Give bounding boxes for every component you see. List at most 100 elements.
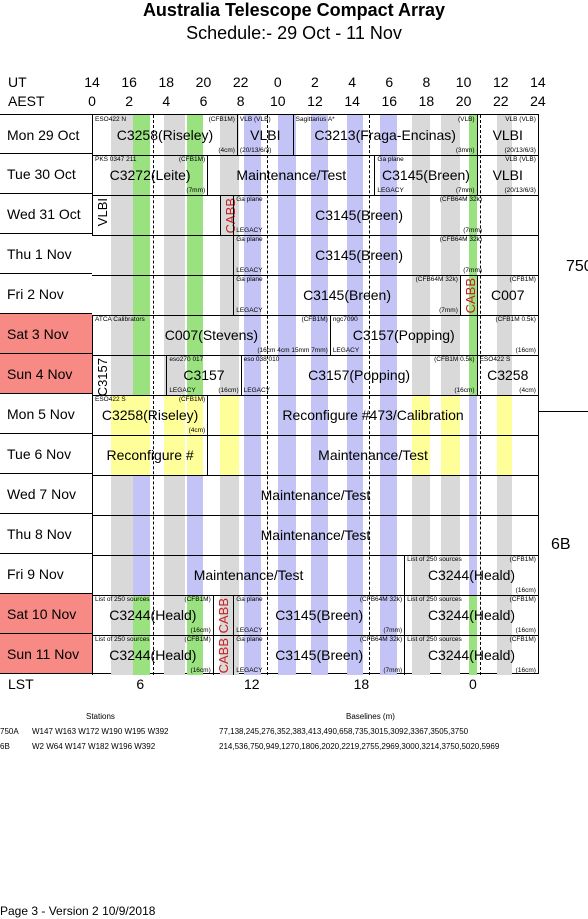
row-separator [92, 555, 538, 556]
block-detail: VLB (VLB) [239, 116, 271, 123]
aest-tick-label: 20 [455, 93, 472, 109]
block-detail: (7mm) [455, 187, 475, 194]
block-detail: Ga plane [236, 236, 263, 243]
schedule-block: Maintenance/Test [207, 435, 538, 475]
background-stripe [110, 435, 133, 475]
day-label: Sun 4 Nov [0, 354, 92, 394]
background-stripe [469, 155, 477, 195]
block-detail: VLB (VLB) [505, 156, 536, 163]
background-stripe [164, 395, 185, 435]
day-label: Wed 31 Oct [0, 194, 92, 234]
block-detail: (16cm) [218, 387, 239, 394]
row-separator [92, 155, 538, 156]
background-stripe [110, 395, 133, 435]
schedule-block: CABB [220, 195, 238, 235]
block-detail: (CFB1M) [208, 116, 235, 123]
aest-tick-label: 10 [270, 93, 286, 109]
transit-line [368, 115, 370, 675]
background-stripe [110, 355, 133, 395]
aest-tick-label: 22 [492, 93, 509, 109]
block-title: C3258 [487, 367, 529, 383]
background-stripe [411, 275, 431, 315]
block-title-vertical: CABB [215, 598, 231, 634]
background-stripe [497, 355, 512, 395]
background-stripe [497, 595, 512, 635]
ut-tick-label: 14 [84, 74, 100, 90]
block-detail: eso 038 010 [243, 356, 280, 363]
block-title: C3145(Breen) [382, 167, 470, 183]
background-stripe [441, 195, 460, 235]
background-stripe [441, 555, 460, 595]
schedule-block: Maintenance/Test [207, 155, 374, 195]
baselines-header: Baselines (m) [346, 712, 395, 721]
block-detail: LEGACY [236, 627, 263, 634]
background-stripe [277, 195, 297, 235]
background-stripe [469, 395, 477, 435]
schedule-block: C3145(Breen) Ga plane LEGACY (7mm) [374, 155, 476, 195]
schedule-block: C3244(Heald) List of 250 sources (CFB1M) (1… [92, 635, 213, 675]
block-detail: (7mm) [383, 667, 403, 674]
background-stripe [469, 235, 477, 275]
schedule-block: VLBI VLB (VLB) (20/13/6/3) [476, 155, 538, 195]
background-stripe [311, 395, 328, 435]
row-separator [92, 395, 538, 396]
background-stripe [277, 595, 297, 635]
background-stripe [164, 115, 185, 155]
ut-tick-label: 2 [311, 74, 319, 90]
ut-tick-label: 16 [121, 74, 137, 90]
block-detail: (CFB1M) [184, 636, 211, 643]
block-detail: (16cm) [515, 347, 536, 354]
block-detail: ngc7090 [332, 316, 358, 323]
ut-tick-label: 6 [385, 74, 394, 90]
background-stripe [186, 635, 204, 675]
background-stripe [379, 155, 397, 195]
background-stripe [164, 315, 185, 355]
background-stripe [311, 515, 328, 555]
background-stripe [244, 595, 262, 635]
background-stripe [411, 555, 431, 595]
block-detail: (7mm) [439, 307, 458, 314]
background-stripe [220, 515, 239, 555]
background-stripe [411, 475, 431, 515]
block-title: Maintenance/Test [260, 527, 371, 543]
block-detail: List of 250 sources [407, 596, 462, 603]
schedule-block: Maintenance/Test [92, 515, 538, 555]
background-stripe [132, 515, 150, 555]
background-stripe [379, 555, 397, 595]
background-stripe [346, 515, 364, 555]
background-stripe [411, 195, 431, 235]
ut-tick-label: 4 [348, 74, 356, 90]
block-title: C3244(Heald) [427, 607, 516, 623]
background-stripe [244, 475, 262, 515]
background-stripe [186, 195, 204, 235]
background-stripe [469, 315, 477, 355]
block-detail: (7mm) [383, 627, 403, 634]
background-stripe [497, 315, 512, 355]
schedule-block: Maintenance/Test [92, 475, 538, 515]
row-separator [92, 235, 538, 236]
day-label: Sat 3 Nov [0, 314, 92, 354]
background-stripe [244, 635, 262, 675]
schedule-block: C3244(Heald) List of 250 sources (CFB1M) (1… [404, 555, 538, 595]
background-stripe [411, 115, 431, 155]
background-stripe [220, 155, 239, 195]
background-stripe [164, 275, 185, 315]
background-stripe [497, 235, 512, 275]
background-stripe [346, 235, 364, 275]
aest-axis-label: AEST [8, 93, 45, 109]
background-stripe [277, 155, 297, 195]
block-title: Reconfigure #473/Calibration [282, 407, 464, 423]
background-stripe [497, 515, 512, 555]
background-stripe [411, 395, 431, 435]
block-detail: (16cm) [515, 627, 536, 634]
block-detail: List of 250 sources [95, 636, 150, 643]
block-detail: (CFB64M 32k) [359, 636, 403, 643]
background-stripe [244, 275, 262, 315]
block-detail: (20/13/6/3) [504, 187, 536, 194]
schedule-block: C3157 eso270 017 LEGACY (16cm) [166, 355, 240, 395]
background-stripe [132, 195, 150, 235]
background-stripe [497, 475, 512, 515]
row-separator [92, 435, 538, 436]
background-stripe [186, 435, 204, 475]
block-detail: (CFB1M 0.5k) [434, 356, 475, 363]
